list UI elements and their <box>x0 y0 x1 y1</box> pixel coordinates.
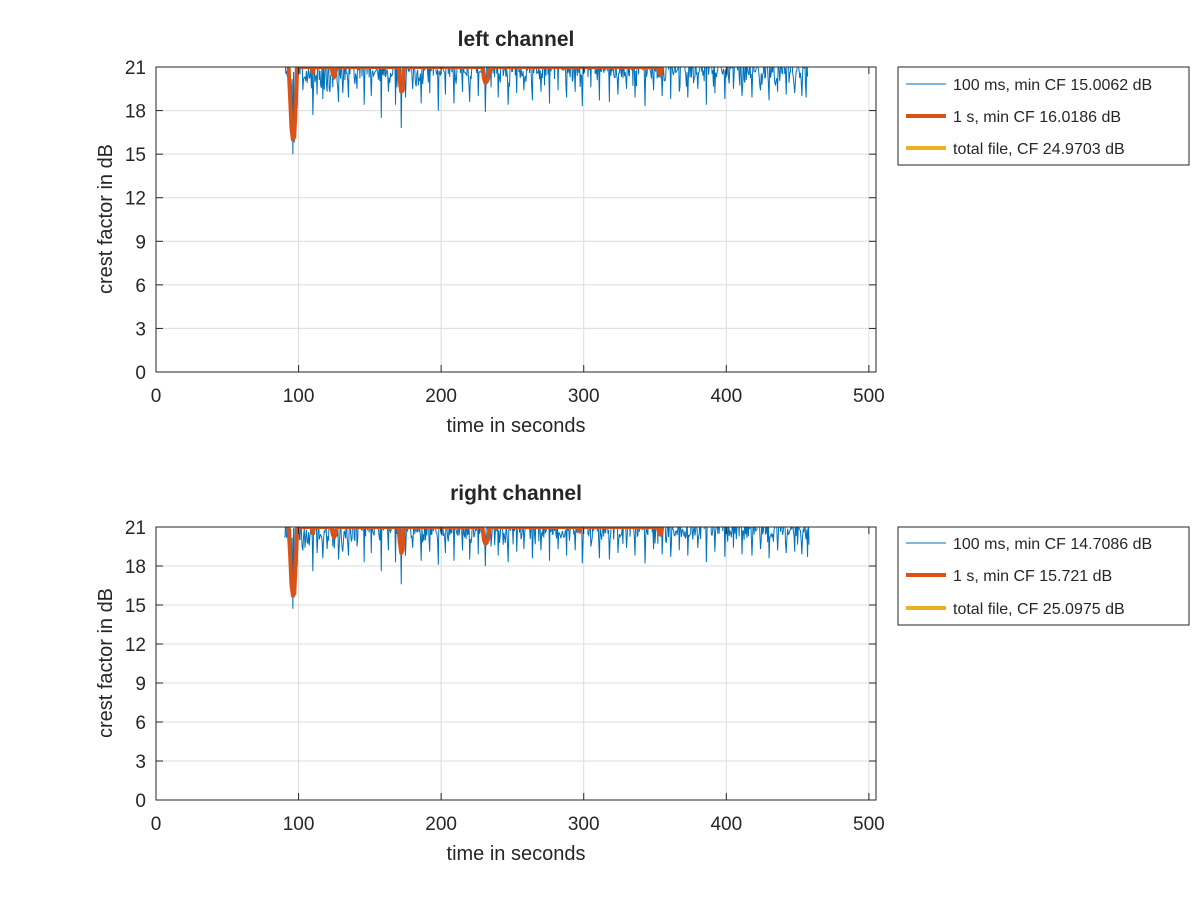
y-tick-label: 3 <box>135 752 146 773</box>
x-tick-label: 100 <box>283 814 315 835</box>
chart-title: left channel <box>458 28 575 51</box>
chart-title: right channel <box>450 482 582 505</box>
legend-entry-total: total file, CF 24.9703 dB <box>953 141 1125 158</box>
y-axis-label: crest factor in dB <box>95 588 117 738</box>
legend-entry-1s: 1 s, min CF 16.0186 dB <box>953 109 1121 126</box>
y-tick-label: 21 <box>125 58 146 79</box>
x-tick-label: 200 <box>425 386 457 407</box>
y-tick-label: 21 <box>125 518 146 539</box>
legend-box <box>897 526 1190 626</box>
legend-box <box>897 66 1190 166</box>
ticks: 0 100 200 300 400 500 0 3 6 9 12 15 18 21 <box>125 58 885 407</box>
axes-box <box>156 67 876 372</box>
y-tick-label: 3 <box>135 319 146 340</box>
legend-entry-1s: 1 s, min CF 15.721 dB <box>953 568 1112 585</box>
x-tick-label: 400 <box>710 386 742 407</box>
axes-frame <box>155 526 877 801</box>
legend-entry-100ms: 100 ms, min CF 15.0062 dB <box>953 77 1152 94</box>
axes-frame <box>155 66 877 373</box>
y-tick-label: 12 <box>125 189 146 210</box>
y-tick-label: 0 <box>135 791 146 812</box>
y-axis-label: crest factor in dB <box>95 144 117 294</box>
legend-entry-100ms: 100 ms, min CF 14.7086 dB <box>953 536 1152 553</box>
y-tick-label: 0 <box>135 363 146 384</box>
y-tick-label: 18 <box>125 102 146 123</box>
y-tick-label: 18 <box>125 557 146 578</box>
x-tick-label: 300 <box>568 814 600 835</box>
x-axis-label: time in seconds <box>447 843 586 865</box>
series-100ms-line <box>285 67 809 155</box>
y-tick-label: 15 <box>125 145 146 166</box>
series-1s-line <box>286 527 665 598</box>
x-tick-label: 500 <box>853 386 885 407</box>
y-tick-label: 12 <box>125 635 146 656</box>
x-tick-label: 0 <box>151 814 162 835</box>
y-tick-label: 6 <box>135 713 146 734</box>
y-tick-label: 9 <box>135 232 146 253</box>
chart-right-channel: right channel 0 100 200 300 400 500 0 3 6 9 12 15 18… <box>95 482 1190 865</box>
plot-area <box>285 67 809 155</box>
legend: 100 ms, min CF 15.0062 dB 1 s, min CF 16… <box>897 66 1190 166</box>
x-tick-label: 200 <box>425 814 457 835</box>
chart-left-channel: left channel 0 100 200 300 400 500 0 3 6 9 12 15 18 2… <box>95 28 1190 437</box>
x-tick-label: 100 <box>283 386 315 407</box>
x-axis-label: time in seconds <box>447 415 586 437</box>
y-tick-label: 6 <box>135 276 146 297</box>
legend: 100 ms, min CF 14.7086 dB 1 s, min CF 15… <box>897 526 1190 626</box>
legend-entry-total: total file, CF 25.0975 dB <box>953 601 1125 618</box>
x-tick-label: 400 <box>710 814 742 835</box>
y-tick-label: 15 <box>125 596 146 617</box>
series-1s-line <box>286 67 665 142</box>
axes-box <box>156 527 876 800</box>
y-tick-label: 9 <box>135 674 146 695</box>
x-tick-label: 500 <box>853 814 885 835</box>
x-tick-label: 0 <box>151 386 162 407</box>
ticks: 0 100 200 300 400 500 0 3 6 9 12 15 18 21 <box>125 518 885 835</box>
x-tick-label: 300 <box>568 386 600 407</box>
